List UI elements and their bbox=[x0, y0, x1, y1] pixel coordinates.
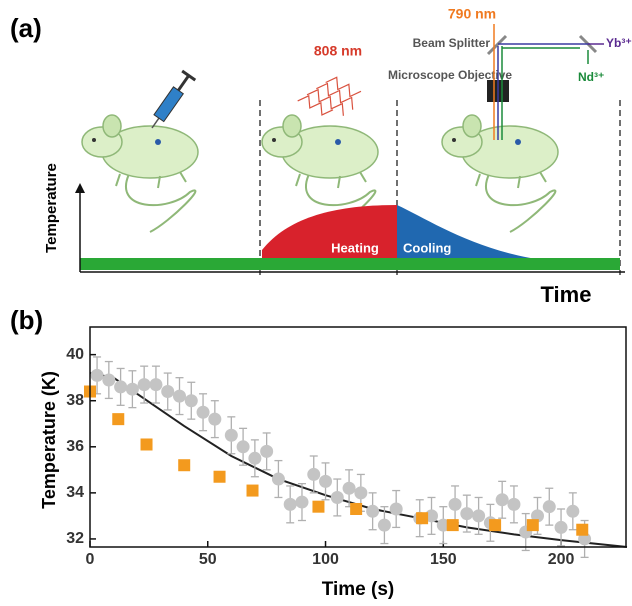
panel-label: (a) bbox=[10, 13, 42, 43]
heating-area bbox=[262, 205, 397, 262]
point bbox=[208, 412, 222, 426]
point bbox=[425, 509, 439, 523]
point bbox=[224, 428, 238, 442]
point bbox=[446, 519, 459, 532]
axis-label: Temperature bbox=[43, 163, 60, 253]
nd-label: Nd³⁺ bbox=[578, 70, 604, 84]
point bbox=[140, 438, 153, 451]
x-tick-label: 150 bbox=[430, 551, 457, 568]
y-tick-label: 38 bbox=[66, 392, 84, 409]
point bbox=[489, 519, 502, 532]
objective-label: Microscope Objective bbox=[388, 68, 512, 82]
point bbox=[90, 368, 104, 382]
x-axis-label: Time (s) bbox=[322, 579, 395, 600]
point bbox=[566, 504, 580, 518]
point bbox=[173, 389, 186, 403]
y-tick-label: 40 bbox=[66, 346, 84, 363]
laser-waves bbox=[297, 76, 362, 116]
point bbox=[283, 497, 297, 511]
point bbox=[312, 500, 325, 513]
point bbox=[161, 385, 175, 399]
heating-label: Heating bbox=[331, 240, 379, 255]
point bbox=[389, 502, 403, 516]
dot bbox=[335, 139, 341, 145]
point bbox=[436, 518, 450, 532]
laser-label: 790 nm bbox=[448, 6, 496, 22]
point bbox=[460, 507, 474, 521]
point bbox=[260, 444, 274, 458]
panel-label: (b) bbox=[10, 305, 43, 335]
arrow bbox=[75, 183, 85, 193]
point bbox=[448, 497, 462, 511]
plot: 32 34 36 38 40 0 50 100 150 200 bbox=[66, 326, 628, 568]
point bbox=[112, 413, 125, 426]
baseline bbox=[80, 258, 620, 270]
beams bbox=[493, 24, 604, 140]
axis-label: Time bbox=[541, 282, 592, 307]
point bbox=[114, 380, 128, 394]
point bbox=[319, 474, 333, 488]
point bbox=[416, 512, 429, 525]
point bbox=[342, 481, 356, 495]
laser-label: 808 nm bbox=[314, 43, 362, 59]
splitter-label: Beam Splitter bbox=[413, 36, 491, 50]
syringe bbox=[151, 69, 197, 129]
point bbox=[472, 509, 486, 523]
y-tick-label: 32 bbox=[66, 530, 84, 547]
y-axis-label: Temperature (K) bbox=[39, 371, 59, 509]
point bbox=[236, 440, 250, 454]
point bbox=[271, 472, 285, 486]
point bbox=[507, 497, 521, 511]
plot-frame bbox=[89, 326, 627, 548]
point bbox=[149, 378, 163, 392]
point bbox=[137, 378, 151, 392]
mouse bbox=[441, 114, 559, 233]
point bbox=[495, 493, 509, 507]
dot bbox=[155, 139, 161, 145]
y-tick-label: 34 bbox=[66, 484, 84, 501]
y-tick-label: 36 bbox=[66, 438, 84, 455]
point bbox=[246, 484, 259, 497]
point bbox=[354, 486, 368, 500]
point bbox=[526, 519, 539, 532]
x-tick-label: 100 bbox=[312, 551, 339, 568]
cooling-label: Cooling bbox=[403, 240, 451, 255]
point bbox=[213, 470, 226, 483]
point bbox=[576, 523, 589, 536]
x-tick-label: 50 bbox=[199, 551, 217, 568]
point bbox=[184, 394, 198, 408]
point bbox=[366, 504, 380, 518]
point bbox=[102, 373, 116, 387]
cooling-area bbox=[397, 205, 560, 262]
point bbox=[125, 382, 139, 396]
dot bbox=[515, 139, 521, 145]
point bbox=[554, 520, 568, 534]
x-tick-label: 0 bbox=[86, 551, 95, 568]
point bbox=[295, 495, 309, 509]
yb-label: Yb³⁺ bbox=[606, 36, 632, 50]
point bbox=[330, 490, 344, 504]
point bbox=[178, 459, 191, 472]
point bbox=[307, 467, 321, 481]
point bbox=[350, 502, 363, 515]
mouse bbox=[81, 114, 199, 233]
point bbox=[542, 500, 556, 514]
point bbox=[196, 405, 210, 419]
x-tick-label: 200 bbox=[548, 551, 575, 568]
point bbox=[248, 451, 262, 465]
point bbox=[377, 518, 391, 532]
fit-line bbox=[89, 372, 628, 548]
beam-splitter bbox=[486, 34, 508, 56]
